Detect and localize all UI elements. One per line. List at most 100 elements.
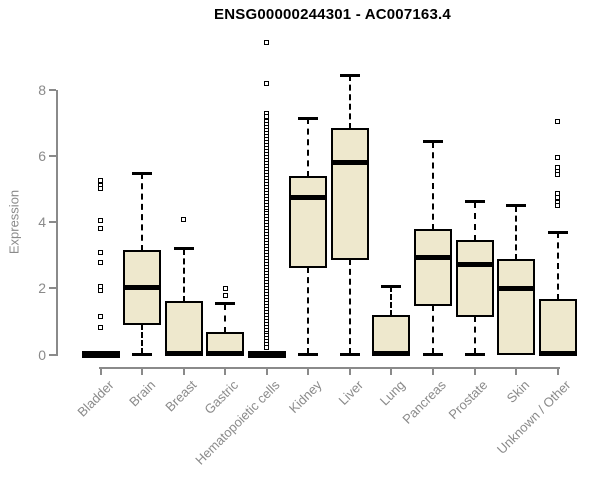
y-tick-label: 0 (38, 346, 46, 363)
x-tick (390, 369, 393, 375)
upper-whisker (348, 75, 351, 130)
y-tick-label: 4 (38, 214, 46, 231)
box (164, 300, 203, 356)
outlier-point (264, 80, 270, 86)
outlier-point (98, 186, 104, 192)
lower-whisker-cap (464, 353, 485, 356)
x-tick (432, 369, 434, 375)
upper-whisker-cap (506, 204, 527, 208)
median-line (455, 262, 494, 268)
median-line (330, 159, 369, 165)
y-tick (49, 353, 56, 356)
lower-whisker-cap (132, 353, 153, 356)
upper-whisker (141, 173, 144, 252)
lower-whisker-cap (423, 353, 443, 356)
box (538, 298, 577, 356)
upper-whisker (307, 118, 310, 177)
lower-whisker-cap (339, 353, 360, 356)
upper-whisker (182, 248, 185, 302)
x-axis-line (98, 367, 560, 369)
x-tick (224, 369, 227, 375)
median-line (123, 285, 162, 291)
y-tick (49, 287, 56, 290)
median-line (414, 255, 452, 261)
y-tick-label: 8 (38, 82, 46, 99)
outlier-point (98, 324, 104, 330)
outlier-point (98, 249, 104, 255)
chart-title: ENSG00000244301 - AC007163.4 (214, 6, 451, 23)
upper-whisker-cap (547, 230, 568, 234)
box (455, 239, 494, 318)
median-line (538, 350, 577, 356)
outlier-point (222, 285, 228, 291)
outlier-point (555, 118, 561, 124)
outlier-point (98, 226, 104, 232)
collapsed-box (247, 351, 286, 358)
upper-whisker (473, 201, 476, 241)
outlier-point (98, 288, 104, 294)
x-tick (141, 369, 144, 375)
median-line (289, 195, 328, 201)
outlier-point (264, 39, 270, 45)
outlier-point (98, 313, 104, 319)
outlier-point (264, 345, 270, 351)
lower-whisker (432, 305, 434, 355)
lower-whisker (141, 324, 144, 355)
outlier-point (98, 260, 104, 266)
median-line (372, 350, 411, 356)
upper-whisker-cap (215, 302, 236, 306)
y-tick-label: 2 (38, 280, 46, 297)
x-tick-label: Unknown / Other (493, 377, 574, 457)
outlier-point (181, 217, 187, 223)
x-tick (307, 369, 310, 375)
upper-whisker (224, 303, 227, 333)
upper-whisker-cap (464, 200, 485, 204)
upper-whisker-cap (132, 171, 153, 175)
outlier-point (264, 113, 270, 119)
lower-whisker (307, 266, 310, 355)
y-tick (49, 89, 56, 92)
y-tick (49, 155, 56, 158)
x-tick (515, 369, 518, 375)
lower-whisker-cap (298, 353, 319, 356)
median-line (206, 350, 245, 356)
box (414, 228, 452, 307)
x-tick (99, 369, 102, 375)
upper-whisker (556, 232, 559, 300)
collapsed-box (81, 351, 120, 358)
upper-whisker (432, 141, 434, 230)
median-line (164, 350, 203, 356)
lower-whisker (473, 316, 476, 355)
outlier-point (555, 194, 561, 200)
x-tick (348, 369, 351, 375)
box (372, 314, 411, 356)
box (330, 128, 369, 260)
box (289, 175, 328, 268)
box (497, 259, 536, 356)
upper-whisker-cap (339, 73, 360, 77)
upper-whisker-cap (423, 140, 443, 144)
outlier-point (555, 203, 561, 209)
y-tick (49, 221, 56, 224)
y-axis-line (56, 90, 58, 357)
upper-whisker (390, 286, 393, 316)
x-tick (556, 369, 559, 375)
x-tick (473, 369, 476, 375)
x-tick (265, 369, 268, 375)
outlier-point (555, 155, 561, 161)
y-tick-label: 6 (38, 148, 46, 165)
median-line (497, 285, 536, 291)
